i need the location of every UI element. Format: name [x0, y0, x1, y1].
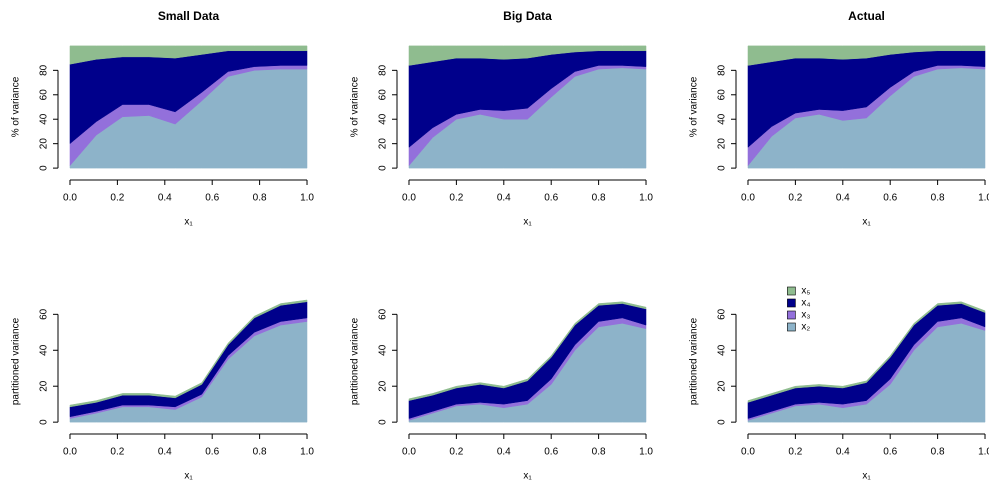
x-tick-label: 0.8	[253, 447, 267, 458]
x-tick-label: 0.6	[544, 193, 558, 204]
chart-title: Big Data	[503, 9, 552, 23]
x-tick-label: 0.4	[158, 193, 172, 204]
figure: Small Data 0.0 0.2 0.4 0.6 0.8 1.0 x₁ 0 20 40 60 80%…	[0, 0, 989, 480]
x-tick-label: 0.6	[205, 193, 219, 204]
legend-swatch	[787, 287, 795, 295]
x-tick-label: 0.0	[402, 447, 416, 458]
y-tick-label: 40	[717, 113, 728, 125]
legend-label: x₄	[801, 298, 810, 309]
y-tick-label: 20	[39, 138, 50, 150]
x-tick-label: 0.8	[931, 193, 945, 204]
x-tick-label: 0.6	[205, 447, 219, 458]
x-tick-label: 0.6	[883, 193, 897, 204]
y-tick-label: 20	[717, 138, 728, 150]
x-tick-label: 0.8	[931, 447, 945, 458]
y-tick-label: 0	[717, 165, 728, 171]
y-tick-label: 80	[717, 64, 728, 76]
y-axis-label: partitioned variance	[689, 317, 700, 405]
panel: 0.0 0.2 0.4 0.6 0.8 1.0 x₁ 0 20 40 60 partitioned v…	[11, 300, 315, 480]
legend-label: x₃	[801, 310, 810, 321]
y-tick-label: 60	[717, 308, 728, 320]
x-tick-label: 0.0	[63, 447, 77, 458]
y-tick-label: 60	[378, 308, 389, 320]
x-tick-label: 0.2	[788, 447, 802, 458]
y-tick-label: 20	[39, 380, 50, 392]
y-tick-label: 0	[717, 419, 728, 425]
x-tick-label: 0.2	[449, 193, 463, 204]
y-tick-label: 40	[378, 113, 389, 125]
y-tick-label: 0	[378, 419, 389, 425]
legend-label: x₂	[801, 322, 810, 333]
x-axis-label: x₁	[523, 471, 532, 480]
y-tick-label: 80	[378, 64, 389, 76]
x-tick-label: 0.8	[592, 193, 606, 204]
y-tick-label: 60	[717, 89, 728, 101]
x-axis-label: x₁	[184, 471, 193, 480]
y-tick-label: 40	[378, 344, 389, 356]
x-tick-label: 0.2	[110, 193, 124, 204]
y-tick-label: 60	[39, 89, 50, 101]
x-tick-label: 0.0	[741, 447, 755, 458]
y-tick-label: 60	[378, 89, 389, 101]
x-tick-label: 0.4	[836, 193, 850, 204]
x-tick-label: 0.8	[253, 193, 267, 204]
x-tick-label: 1.0	[639, 447, 653, 458]
y-tick-label: 0	[39, 165, 50, 171]
x-tick-label: 1.0	[639, 193, 653, 204]
y-tick-label: 40	[717, 344, 728, 356]
y-axis-label: partitioned variance	[11, 317, 22, 405]
x-tick-label: 0.4	[497, 447, 511, 458]
y-tick-label: 0	[39, 419, 50, 425]
panel: 0.0 0.2 0.4 0.6 0.8 1.0 x₁ 0 20 40 60 partitioned v…	[689, 286, 989, 480]
legend-swatch	[787, 323, 795, 331]
x-tick-label: 1.0	[300, 447, 314, 458]
y-tick-label: 80	[39, 64, 50, 76]
panel: Small Data 0.0 0.2 0.4 0.6 0.8 1.0 x₁ 0 20 40 60 80%…	[11, 9, 315, 227]
x-tick-label: 0.6	[883, 447, 897, 458]
x-tick-label: 1.0	[300, 193, 314, 204]
y-tick-label: 20	[717, 380, 728, 392]
chart-title: Actual	[848, 9, 885, 23]
y-tick-label: 40	[39, 344, 50, 356]
x-tick-label: 0.0	[741, 193, 755, 204]
panel: 0.0 0.2 0.4 0.6 0.8 1.0 x₁ 0 20 40 60 partitioned v…	[350, 302, 654, 480]
y-tick-label: 20	[378, 138, 389, 150]
x-tick-label: 0.6	[544, 447, 558, 458]
x-axis-label: x₁	[862, 471, 871, 480]
legend-swatch	[787, 311, 795, 319]
y-tick-label: 40	[39, 113, 50, 125]
legend-label: x₅	[801, 286, 810, 297]
x-tick-label: 0.0	[63, 193, 77, 204]
x-tick-label: 0.0	[402, 193, 416, 204]
panel: Actual 0.0 0.2 0.4 0.6 0.8 1.0 x₁ 0 20 40 60 80 % of …	[689, 9, 989, 227]
x-tick-label: 0.2	[110, 447, 124, 458]
y-tick-label: 20	[378, 380, 389, 392]
x-tick-label: 0.4	[836, 447, 850, 458]
x-axis-label: x₁	[523, 217, 532, 228]
panel: Big Data 0.0 0.2 0.4 0.6 0.8 1.0 x₁ 0 20 40 60 80 % o…	[350, 9, 654, 227]
x-axis-label: x₁	[862, 217, 871, 228]
y-axis-label: % of variance	[689, 76, 700, 137]
x-tick-label: 1.0	[978, 447, 989, 458]
y-axis-label: % of variance	[11, 76, 22, 137]
y-axis-label: % of variance	[350, 76, 361, 137]
x-tick-label: 0.4	[158, 447, 172, 458]
x-tick-label: 0.2	[788, 193, 802, 204]
x-tick-label: 0.8	[592, 447, 606, 458]
legend-swatch	[787, 299, 795, 307]
y-axis-label: partitioned variance	[350, 317, 361, 405]
x-axis-label: x₁	[184, 217, 193, 228]
y-tick-label: 60	[39, 308, 50, 320]
y-tick-label: 0	[378, 165, 389, 171]
x-tick-label: 1.0	[978, 193, 989, 204]
x-tick-label: 0.4	[497, 193, 511, 204]
x-tick-label: 0.2	[449, 447, 463, 458]
chart-title: Small Data	[158, 9, 220, 23]
